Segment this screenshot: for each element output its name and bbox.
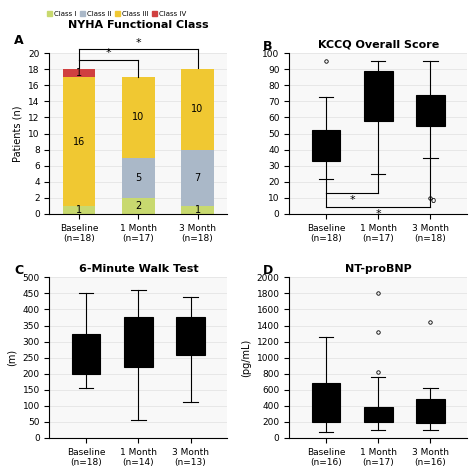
Legend: Class I, Class II, Class III, Class IV: Class I, Class II, Class III, Class IV	[44, 9, 189, 20]
Y-axis label: Patients (n): Patients (n)	[13, 105, 23, 162]
Text: C: C	[14, 264, 23, 277]
Text: 10: 10	[132, 112, 145, 122]
Title: NYHA Functional Class: NYHA Functional Class	[68, 20, 209, 30]
PathPatch shape	[176, 317, 205, 355]
Y-axis label: (m): (m)	[7, 349, 17, 366]
Text: o: o	[430, 197, 436, 206]
Text: 2: 2	[135, 201, 141, 211]
Title: 6-Minute Walk Test: 6-Minute Walk Test	[79, 264, 198, 274]
Title: KCCQ Overall Score: KCCQ Overall Score	[318, 40, 439, 50]
Text: 1: 1	[76, 205, 82, 215]
Bar	[122, 77, 155, 158]
Text: 1: 1	[76, 68, 82, 78]
Bar	[122, 158, 155, 198]
PathPatch shape	[364, 408, 392, 422]
PathPatch shape	[364, 71, 392, 121]
Bar	[181, 150, 214, 206]
PathPatch shape	[311, 383, 340, 422]
PathPatch shape	[124, 317, 153, 367]
Text: 10: 10	[191, 104, 204, 114]
PathPatch shape	[72, 334, 100, 374]
Text: *: *	[349, 194, 355, 205]
Bar	[122, 198, 155, 214]
Text: *: *	[106, 48, 111, 58]
PathPatch shape	[416, 95, 445, 126]
Bar	[63, 77, 95, 206]
Text: 5: 5	[135, 173, 141, 182]
Text: *: *	[375, 209, 381, 219]
PathPatch shape	[416, 399, 445, 423]
Text: 1: 1	[194, 205, 201, 215]
Text: B: B	[263, 40, 272, 54]
PathPatch shape	[311, 130, 340, 161]
Title: NT-proBNP: NT-proBNP	[345, 264, 411, 274]
Bar	[181, 69, 214, 150]
Bar	[63, 69, 95, 77]
Text: A: A	[14, 34, 24, 47]
Text: *: *	[136, 38, 141, 48]
Text: 7: 7	[194, 173, 201, 182]
Text: 16: 16	[73, 137, 85, 146]
Bar	[181, 206, 214, 214]
Text: D: D	[263, 264, 273, 277]
Y-axis label: (pg/mL): (pg/mL)	[241, 338, 251, 377]
Bar	[63, 206, 95, 214]
